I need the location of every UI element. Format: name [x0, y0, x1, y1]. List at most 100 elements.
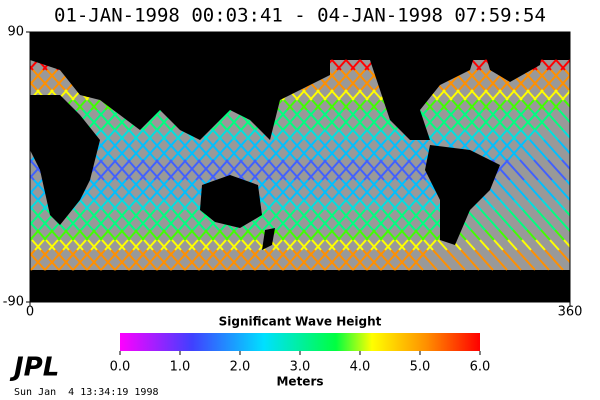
satellite-track [112, 199, 123, 211]
satellite-track [16, 230, 25, 240]
satellite-track [73, 239, 84, 251]
satellite-track [192, 219, 203, 231]
satellite-track [100, 259, 111, 271]
satellite-track [208, 139, 219, 151]
satellite-track [45, 239, 56, 251]
satellite-track [583, 90, 592, 100]
satellite-track [370, 149, 381, 161]
satellite-track [384, 149, 395, 161]
satellite-track [30, 79, 35, 86]
satellite-track [512, 229, 523, 241]
satellite-track [494, 209, 505, 221]
satellite-track [336, 59, 347, 71]
satellite-track [173, 209, 184, 221]
satellite-track [450, 119, 461, 131]
satellite-track [4, 100, 13, 110]
satellite-track [253, 229, 264, 241]
satellite-track [202, 239, 213, 251]
satellite-track [13, 140, 22, 150]
satellite-track [493, 239, 504, 251]
satellite-track [118, 239, 129, 251]
satellite-track [529, 109, 540, 121]
satellite-track [98, 199, 109, 211]
satellite-track [333, 249, 344, 261]
satellite-track [498, 229, 509, 241]
satellite-track [216, 149, 227, 161]
satellite-track [440, 99, 451, 111]
satellite-track [30, 259, 41, 271]
satellite-track [20, 210, 29, 220]
satellite-track [93, 189, 104, 201]
satellite-track [469, 129, 480, 141]
satellite-track [102, 179, 113, 191]
satellite-track [437, 239, 448, 251]
satellite-track [335, 219, 346, 231]
satellite-track [44, 259, 55, 271]
satellite-track [149, 189, 160, 201]
satellite-track [372, 159, 383, 171]
satellite-track [556, 79, 567, 91]
satellite-track [546, 59, 557, 71]
satellite-track [18, 240, 27, 250]
satellite-track [254, 259, 265, 271]
satellite-track [86, 259, 97, 271]
satellite-track [249, 249, 260, 261]
satellite-track [402, 219, 413, 231]
satellite-track [387, 189, 398, 201]
satellite-track [346, 79, 357, 91]
satellite-track [250, 139, 261, 151]
satellite-track [31, 239, 42, 251]
satellite-track [88, 179, 99, 191]
satellite-track [94, 169, 105, 181]
satellite-track [476, 59, 487, 71]
satellite-track [417, 249, 428, 261]
satellite-track [508, 209, 519, 221]
satellite-track [497, 129, 508, 141]
satellite-track [500, 169, 511, 181]
satellite-track [7, 240, 16, 250]
satellite-track [370, 99, 381, 111]
satellite-track [0, 150, 2, 160]
satellite-track [547, 159, 558, 171]
satellite-track [415, 189, 426, 201]
satellite-track [146, 149, 157, 161]
satellite-track [397, 209, 408, 221]
satellite-track [592, 100, 600, 110]
satellite-track [310, 259, 321, 271]
logo: JPL [9, 353, 59, 383]
satellite-track [527, 199, 538, 211]
satellite-track [588, 220, 597, 230]
satellite-track [8, 120, 17, 130]
satellite-track [0, 110, 8, 120]
satellite-track [497, 259, 508, 271]
satellite-track [475, 219, 486, 231]
satellite-track [504, 189, 515, 201]
satellite-track [212, 259, 223, 271]
satellite-track [327, 209, 338, 221]
satellite-track [129, 149, 140, 161]
satellite-track [279, 169, 290, 181]
satellite-track [131, 209, 142, 221]
satellite-track [330, 159, 341, 171]
satellite-track [581, 150, 590, 160]
satellite-track [316, 159, 327, 171]
satellite-track [455, 129, 466, 141]
satellite-track [178, 219, 189, 231]
satellite-track [79, 189, 90, 201]
satellite-track [117, 209, 128, 221]
title: 01-JAN-1998 00:03:41 - 04-JAN-1998 07:59… [54, 5, 546, 27]
satellite-track [486, 79, 497, 91]
satellite-track [16, 90, 25, 100]
satellite-track [69, 219, 80, 231]
satellite-track [382, 179, 393, 191]
satellite-track [390, 139, 401, 151]
satellite-track [460, 249, 471, 261]
satellite-track [398, 239, 409, 251]
satellite-track [571, 80, 580, 90]
satellite-track [410, 179, 421, 191]
satellite-track [304, 169, 315, 181]
satellite-track [184, 259, 195, 271]
satellite-track [309, 89, 320, 101]
satellite-track [321, 219, 332, 231]
satellite-track [0, 120, 3, 130]
